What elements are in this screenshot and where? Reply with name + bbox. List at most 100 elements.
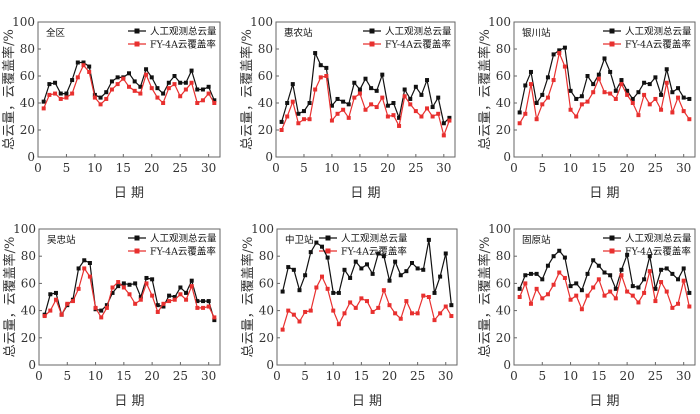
data-point	[280, 327, 285, 332]
data-point	[65, 301, 70, 306]
data-point	[625, 289, 630, 294]
data-point	[664, 266, 669, 271]
data-point	[398, 273, 403, 278]
data-point	[189, 80, 194, 85]
x-tick-label: 15	[352, 161, 367, 175]
plot-frame	[37, 21, 221, 158]
data-point	[172, 297, 177, 302]
data-point	[127, 292, 132, 297]
data-point	[608, 289, 613, 294]
data-point	[166, 86, 171, 91]
x-tick-label: 0	[35, 369, 43, 383]
plot-frame	[275, 21, 456, 158]
data-point	[138, 91, 143, 96]
data-point	[81, 63, 86, 68]
data-point	[449, 303, 454, 308]
data-point	[285, 114, 290, 119]
x-tick-label: 20	[144, 369, 159, 383]
data-point	[545, 75, 550, 80]
data-point	[133, 281, 138, 286]
data-point	[76, 266, 81, 271]
data-point	[540, 277, 545, 282]
y-tick-label: 100	[13, 222, 36, 236]
data-point	[596, 277, 601, 282]
data-point	[408, 102, 413, 107]
data-point	[144, 72, 149, 77]
data-point	[415, 311, 420, 316]
data-point	[178, 292, 183, 297]
data-point	[681, 278, 686, 283]
data-point	[432, 290, 437, 295]
data-point	[359, 296, 364, 301]
data-point	[53, 91, 58, 96]
data-point	[48, 292, 53, 297]
data-point	[155, 95, 160, 100]
data-point	[659, 267, 664, 272]
x-tick-label: 20	[380, 161, 395, 175]
data-point	[676, 86, 681, 91]
data-point	[206, 91, 211, 96]
plot-frame	[38, 228, 221, 366]
x-tick-label: 15	[591, 161, 606, 175]
data-point	[585, 271, 590, 276]
panel-6: 0 5 10 15 20 25 30 0 20 40 60 80 100 日 期 总云量，云覆盖率/% 固原站…	[477, 222, 696, 409]
legend-marker-1	[369, 28, 375, 34]
data-point	[528, 301, 533, 306]
data-point	[301, 117, 306, 122]
data-point	[404, 269, 409, 274]
data-point	[540, 92, 545, 97]
data-point	[121, 281, 126, 286]
x-tick-label: 10	[563, 369, 578, 383]
data-point	[540, 296, 545, 301]
data-point	[127, 282, 132, 287]
data-point	[415, 266, 420, 271]
data-point	[342, 311, 347, 316]
data-point	[161, 304, 166, 309]
panel-1: 0 5 10 15 20 25 30 0 20 40 60 80 100 日 期 总云量，云覆盖率/% 全区 人…	[1, 15, 221, 201]
data-point	[426, 295, 431, 299]
data-point	[155, 303, 160, 308]
data-point	[325, 286, 330, 291]
legend-marker-1	[609, 235, 615, 241]
data-point	[430, 114, 435, 119]
legend-marker-2	[134, 248, 140, 254]
data-point	[291, 267, 296, 272]
data-point	[574, 114, 579, 119]
data-point	[647, 269, 652, 274]
data-point	[58, 91, 63, 96]
data-point	[653, 96, 658, 101]
data-point	[551, 254, 556, 259]
x-axis-label: 日 期	[114, 186, 144, 201]
data-point	[370, 309, 375, 314]
y-tick-label: 80	[259, 249, 274, 263]
data-point	[568, 88, 573, 93]
y-tick-label: 100	[12, 15, 35, 29]
x-tick-label: 30	[201, 161, 216, 175]
data-point	[408, 96, 413, 101]
y-tick-label: 20	[259, 331, 274, 345]
data-point	[301, 109, 306, 114]
data-point	[528, 271, 533, 276]
data-point	[93, 305, 98, 310]
data-point	[149, 86, 154, 91]
data-point	[602, 270, 607, 275]
data-point	[87, 274, 92, 279]
data-point	[53, 290, 58, 295]
data-point	[557, 51, 562, 56]
data-point	[285, 101, 290, 105]
x-tick-label: 10	[88, 369, 103, 383]
data-point	[369, 102, 374, 107]
data-point	[99, 308, 104, 313]
data-point	[370, 271, 375, 276]
y-tick-label: 0	[265, 150, 273, 164]
data-point	[653, 286, 658, 291]
panel-title: 惠农站	[284, 27, 313, 39]
data-point	[331, 290, 336, 295]
data-point	[551, 78, 556, 83]
data-point	[172, 74, 177, 78]
data-point	[619, 273, 624, 278]
x-tick-label: 20	[619, 369, 634, 383]
data-point	[335, 96, 340, 101]
data-point	[307, 117, 312, 122]
data-point	[381, 288, 386, 293]
